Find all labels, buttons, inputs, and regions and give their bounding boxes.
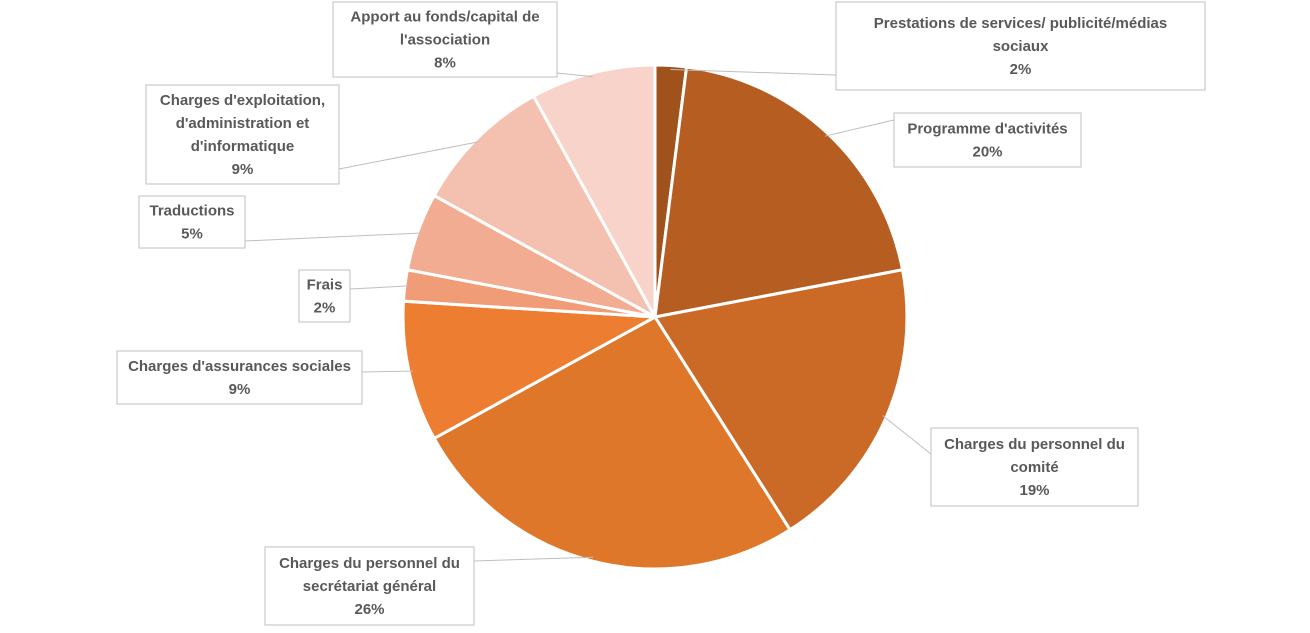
pie-slice [401, 299, 661, 441]
slice-percent-label: 9% [229, 381, 251, 398]
slice-percent-label: 5% [181, 226, 203, 243]
slice-category-label: d'administration et [176, 115, 310, 132]
slice-percent-label: 2% [314, 300, 336, 317]
pie-slice [652, 268, 909, 532]
pie-slice [653, 65, 905, 319]
slice-category-label: secrétariat général [303, 578, 436, 595]
slice-category-label: Charges d'assurances sociales [128, 358, 351, 375]
leader-line [473, 556, 594, 562]
pie-slice [432, 94, 659, 321]
slice-category-label: Traductions [149, 203, 234, 220]
slice-category-label: Charges d'exploitation, [160, 92, 325, 109]
slice-category-label: d'informatique [191, 138, 295, 155]
leader-line [338, 141, 480, 170]
leader-line [670, 69, 837, 76]
leader-line [824, 119, 895, 137]
data-label-box [264, 546, 475, 626]
leader-line [882, 415, 932, 455]
slice-category-label: Prestations de services/ publicité/média… [874, 15, 1167, 32]
data-label-box [298, 269, 351, 323]
slice-category-label: Charges du personnel du [279, 555, 460, 572]
slice-category-label: Charges du personnel du [944, 436, 1125, 453]
slice-percent-label: 8% [434, 55, 456, 72]
leader-line [556, 72, 594, 78]
data-label-box [930, 427, 1139, 507]
data-label-box [835, 1, 1206, 91]
data-label-box [893, 112, 1082, 168]
slice-category-label: sociaux [993, 38, 1050, 55]
slice-percent-label: 20% [972, 144, 1002, 161]
slice-percent-label: 26% [354, 601, 384, 618]
data-label-box [116, 350, 363, 405]
slice-category-label: Frais [307, 277, 343, 294]
leader-line [244, 232, 422, 242]
data-label-box [332, 1, 558, 78]
data-label-box [138, 195, 246, 249]
slice-percent-label: 9% [232, 161, 254, 178]
slice-category-label: comité [1010, 459, 1058, 476]
slice-category-label: Programme d'activités [907, 121, 1067, 138]
pie-slice [432, 315, 793, 571]
slice-category-label: Apport au fonds/capital de [350, 9, 539, 26]
data-label-box [145, 84, 340, 185]
leader-line [349, 285, 410, 290]
leader-line [361, 370, 414, 373]
slice-percent-label: 19% [1019, 482, 1049, 499]
pie-slice [531, 63, 657, 318]
slice-category-label: l'association [400, 32, 490, 49]
slice-percent-label: 2% [1010, 61, 1032, 78]
